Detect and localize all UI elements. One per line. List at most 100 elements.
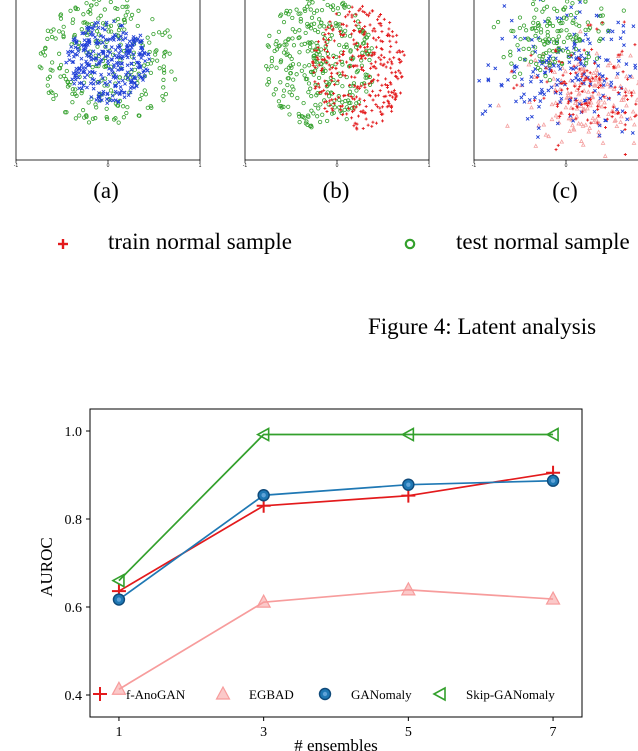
scatter-point: [373, 51, 377, 55]
scatter-point: [568, 105, 574, 110]
scatter-point: [68, 49, 73, 54]
scatter-point: [596, 29, 601, 34]
scatter-point: [367, 53, 371, 57]
scatter-point: [89, 3, 94, 8]
scatter-point: [135, 23, 140, 29]
scatter-point: [294, 72, 299, 77]
scatter-point: [556, 63, 561, 68]
scatter-point: [73, 77, 78, 82]
scatter-point: [376, 18, 380, 22]
scatter-point: [97, 0, 102, 2]
scatter-point: [125, 48, 130, 53]
scatter-point: [323, 57, 327, 61]
scatter-point: [390, 90, 394, 94]
scatter-point: [634, 97, 638, 102]
scatter-point: [317, 17, 322, 22]
scatter-point: [551, 76, 557, 81]
scatter-point: [98, 13, 103, 18]
scatter-point: [316, 75, 322, 81]
scatter-point: [322, 37, 326, 41]
scatter-point: [297, 28, 302, 33]
scatter-point: [116, 99, 121, 104]
scatter-point: [343, 15, 347, 19]
scatter-point: [347, 10, 351, 14]
scatter-point: [621, 70, 625, 74]
scatter-point: [570, 37, 575, 42]
scatter-point: [546, 88, 551, 93]
scatter-point: [294, 7, 299, 12]
scatter-point: [81, 31, 86, 35]
scatter-point: [374, 45, 378, 49]
scatter-point: [323, 68, 328, 74]
scatter-point: [91, 86, 96, 91]
scatter-point: [94, 29, 100, 34]
scatter-point: [596, 85, 600, 89]
scatter-point: [376, 105, 380, 109]
scatter-point: [349, 58, 353, 62]
scatter-point: [100, 49, 104, 54]
scatter-point: [564, 46, 569, 51]
scatter-point: [570, 20, 575, 25]
chart-legend: f-AnoGAN EGBAD GANomaly Skip-GANomaly: [93, 685, 555, 702]
scatter-point: [278, 60, 283, 65]
scatter-point: [87, 70, 92, 74]
scatter-point: [598, 36, 603, 41]
scatter-point: [290, 36, 295, 41]
scatter-point: [508, 53, 513, 58]
scatter-point: [73, 73, 77, 78]
scatter-point: [113, 6, 118, 11]
scatter-point: [551, 56, 556, 61]
scatter-point: [123, 81, 127, 86]
scatter-point: [532, 74, 538, 79]
scatter-point: [536, 21, 541, 26]
scatter-point: [486, 78, 491, 83]
scatter-point: [363, 56, 367, 60]
scatter-point: [122, 20, 127, 25]
scatter-point: [631, 89, 636, 94]
data-point-core: [550, 478, 556, 483]
scatter-point: [623, 87, 629, 92]
scatter-point: [368, 94, 372, 98]
scatter-point: [615, 63, 621, 68]
scatter-point: [64, 68, 69, 74]
scatter-point: [352, 65, 356, 69]
scatter-point: [612, 66, 616, 70]
scatter-point: [129, 12, 135, 17]
scatter-point: [81, 12, 86, 17]
scatter-point: [312, 27, 318, 33]
scatter-point: [112, 19, 116, 24]
scatter-point: [355, 127, 359, 131]
scatter-point: [626, 77, 630, 81]
scatter-point: [115, 68, 120, 72]
scatter-point: [621, 23, 626, 28]
scatter-point: [358, 7, 362, 11]
scatter-point: [545, 80, 549, 84]
x-tick-label: 7: [550, 725, 557, 740]
scatter-point: [561, 73, 565, 77]
scatter-point: [335, 80, 340, 86]
scatter-point: [618, 113, 624, 119]
scatter-point: [102, 7, 107, 12]
scatter-point: [607, 84, 613, 89]
scatter-point: [577, 0, 582, 2]
scatter-point: [80, 108, 86, 113]
scatter-point: [327, 94, 332, 99]
scatter-point: [355, 86, 359, 90]
scatter-point: [535, 75, 539, 79]
scatter-point: [286, 65, 291, 70]
scatter-point: [355, 122, 359, 126]
scatter-point: [330, 107, 334, 111]
scatter-point: [354, 101, 359, 106]
series-f-anogan: [111, 465, 561, 599]
scatter-point: [84, 1, 89, 6]
scatter-point: [353, 84, 357, 88]
data-point-core: [261, 493, 266, 498]
scatter-point: [86, 100, 91, 105]
scatter-point: [309, 94, 314, 99]
scatter-point: [596, 114, 600, 118]
scatter-point: [618, 119, 623, 124]
scatter-point: [609, 80, 614, 85]
scatter-point: [611, 110, 615, 114]
scatter-point: [325, 49, 329, 53]
scatter-point: [70, 91, 75, 97]
